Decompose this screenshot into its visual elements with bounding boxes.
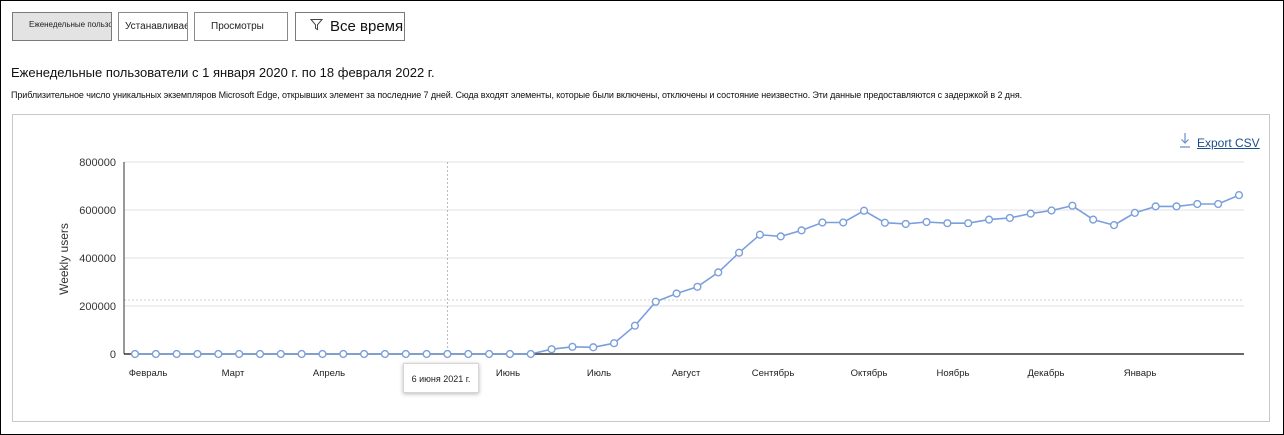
- data-point[interactable]: [1130, 208, 1139, 217]
- report-description: Приблизительное число уникальных экземпл…: [11, 90, 1022, 100]
- data-point[interactable]: [568, 342, 577, 351]
- data-point[interactable]: [297, 349, 306, 359]
- data-point[interactable]: [693, 282, 702, 291]
- data-point[interactable]: [859, 206, 869, 215]
- y-tick-label: 400000: [79, 253, 116, 265]
- tab-installs[interactable]: Устанавливает: [118, 12, 188, 41]
- x-tick-label: Октябрь: [851, 368, 888, 379]
- x-tick-label: Апрель: [313, 368, 345, 379]
- x-tick-label: Март: [222, 368, 245, 379]
- data-point[interactable]: [1089, 215, 1098, 224]
- x-tick-label: Август: [672, 368, 701, 379]
- data-point[interactable]: [901, 219, 910, 229]
- chart-panel: [12, 114, 1270, 422]
- data-point[interactable]: [401, 349, 410, 359]
- data-point[interactable]: [609, 339, 619, 348]
- data-point[interactable]: [922, 217, 931, 227]
- date-filter-label: Все время: [330, 18, 404, 35]
- data-point[interactable]: [1214, 199, 1223, 209]
- y-tick-label: 600000: [79, 205, 116, 217]
- y-axis-title: Weekly users: [57, 223, 71, 295]
- data-point[interactable]: [172, 349, 181, 359]
- tab-views[interactable]: Просмотры: [194, 12, 288, 41]
- chart-tooltip: 6 июня 2021 г.: [403, 363, 479, 393]
- data-point[interactable]: [1047, 206, 1056, 215]
- data-point[interactable]: [276, 349, 285, 359]
- x-tick-label: Февраль: [129, 368, 168, 379]
- data-point[interactable]: [1151, 202, 1160, 211]
- export-csv-link[interactable]: Export CSV: [1179, 132, 1260, 153]
- data-point[interactable]: [1193, 199, 1202, 209]
- data-point[interactable]: [984, 215, 994, 224]
- x-tick-label: Декабрь: [1027, 368, 1064, 379]
- data-point[interactable]: [714, 268, 723, 277]
- data-point[interactable]: [1234, 191, 1244, 200]
- data-point[interactable]: [818, 218, 827, 227]
- data-point[interactable]: [380, 349, 390, 359]
- data-point[interactable]: [839, 218, 848, 227]
- data-point[interactable]: [589, 343, 598, 352]
- data-point[interactable]: [214, 349, 223, 359]
- data-point[interactable]: [485, 349, 494, 359]
- data-point[interactable]: [464, 349, 473, 359]
- data-point[interactable]: [360, 349, 369, 359]
- x-tick-label: Сентябрь: [752, 368, 795, 379]
- y-tick-label: 0: [110, 349, 116, 361]
- data-point[interactable]: [151, 349, 160, 359]
- data-point[interactable]: [1172, 202, 1181, 211]
- y-tick-label: 200000: [79, 301, 116, 313]
- date-filter-button[interactable]: Все время: [295, 12, 405, 41]
- data-point[interactable]: [797, 226, 806, 235]
- data-point[interactable]: [130, 349, 140, 359]
- data-point[interactable]: [1005, 213, 1014, 223]
- data-point[interactable]: [1109, 221, 1119, 230]
- report-title: Еженедельные пользователи с 1 января 202…: [11, 65, 435, 80]
- series-line: [135, 194, 1240, 355]
- data-point[interactable]: [339, 349, 348, 359]
- data-point[interactable]: [651, 297, 660, 306]
- data-point[interactable]: [422, 349, 431, 359]
- data-point[interactable]: [880, 218, 889, 227]
- data-point[interactable]: [443, 349, 452, 359]
- data-point[interactable]: [318, 349, 327, 359]
- data-point[interactable]: [672, 289, 681, 298]
- export-csv-label: Export CSV: [1197, 135, 1260, 150]
- x-tick-label: Ноябрь: [937, 368, 970, 379]
- data-point[interactable]: [1068, 201, 1077, 210]
- y-tick-label: 800000: [79, 157, 116, 169]
- data-point[interactable]: [193, 349, 202, 359]
- data-point[interactable]: [943, 219, 952, 228]
- data-point[interactable]: [255, 349, 265, 359]
- data-point[interactable]: [235, 349, 244, 359]
- x-tick-label: Июнь: [496, 368, 520, 379]
- data-point[interactable]: [1026, 209, 1035, 218]
- data-point[interactable]: [526, 349, 535, 359]
- data-point[interactable]: [734, 248, 744, 257]
- x-tick-label: Июль: [587, 368, 611, 379]
- data-point[interactable]: [630, 321, 640, 330]
- tab-weekly-users[interactable]: Еженедельные пользователи: [12, 12, 112, 41]
- x-tick-label: Январь: [1124, 368, 1157, 379]
- data-point[interactable]: [776, 232, 785, 241]
- data-point[interactable]: [755, 230, 765, 239]
- data-point[interactable]: [547, 345, 556, 354]
- filter-icon: [309, 18, 324, 36]
- data-point[interactable]: [964, 219, 973, 228]
- data-point[interactable]: [505, 349, 515, 359]
- download-icon: [1179, 132, 1191, 153]
